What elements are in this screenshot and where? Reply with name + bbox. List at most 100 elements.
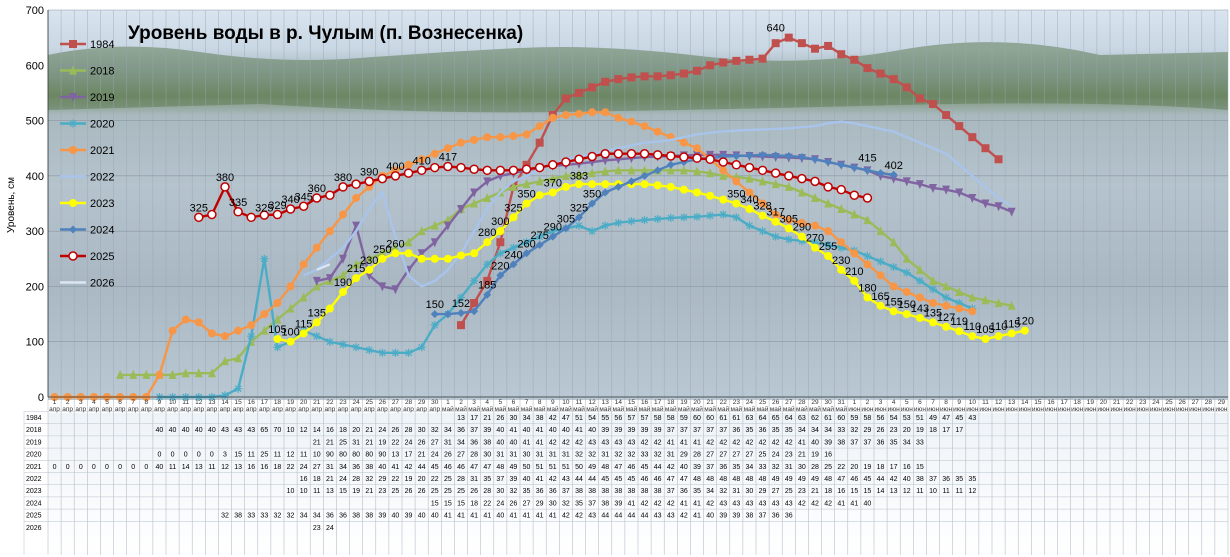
- x-tick-month: май: [717, 405, 729, 413]
- x-tick-day: 20: [300, 399, 308, 406]
- table-cell: 22: [431, 476, 439, 483]
- x-tick-label: 7 июн: [927, 399, 940, 413]
- data-point: [679, 165, 688, 175]
- data-point: [69, 40, 77, 48]
- data-point: [732, 213, 741, 222]
- data-point: [640, 171, 649, 180]
- table-cell: 45: [864, 476, 872, 483]
- data-point: [601, 77, 610, 86]
- data-point: [587, 151, 597, 162]
- data-point: [404, 249, 413, 258]
- data-point: [548, 173, 557, 183]
- x-tick-month: июн: [1084, 406, 1097, 413]
- data-point: [666, 160, 675, 169]
- x-tick-month: июн: [993, 406, 1006, 413]
- table-cell: 42: [890, 476, 898, 483]
- table-cell: 43: [759, 500, 767, 507]
- table-cell: 41: [470, 513, 478, 520]
- data-point: [797, 187, 806, 197]
- x-tick-month: апр: [180, 406, 191, 413]
- data-point: [889, 237, 898, 247]
- data-label: 400: [386, 161, 404, 173]
- table-cell: 41: [680, 500, 688, 507]
- data-point: [614, 218, 623, 227]
- data-label: 135: [924, 307, 942, 319]
- table-cell: 31: [549, 452, 557, 459]
- table-cell: 30: [510, 415, 518, 422]
- legend-label: 2023: [90, 198, 114, 210]
- table-cell: 57: [641, 415, 649, 422]
- table-cell: 34: [746, 464, 754, 471]
- data-point: [260, 325, 269, 335]
- table-cell: 32: [365, 476, 373, 483]
- table-cell: 40: [706, 513, 714, 520]
- table-cell: 13: [392, 452, 400, 459]
- table-cell: 0: [66, 464, 70, 471]
- data-point: [273, 314, 282, 324]
- table-cell: 15: [916, 464, 924, 471]
- data-point: [508, 165, 519, 176]
- table-cell: 42: [654, 439, 662, 446]
- data-point: [693, 166, 701, 176]
- table-cell: 50: [575, 464, 583, 471]
- legend-item-2026: 2026: [60, 278, 114, 290]
- data-point: [470, 299, 479, 308]
- x-tick-day: 10: [969, 399, 977, 406]
- x-tick-label: 23 апр: [338, 399, 349, 413]
- data-point: [561, 94, 570, 103]
- table-cell: 21: [418, 452, 426, 459]
- data-point: [994, 155, 1003, 164]
- data-point: [915, 313, 924, 322]
- legend-label: 2026: [90, 278, 114, 290]
- data-point: [535, 122, 544, 131]
- table-cell: 37: [680, 427, 688, 434]
- data-point: [745, 151, 754, 160]
- data-point: [706, 211, 715, 220]
- data-point: [207, 209, 217, 220]
- data-point: [666, 71, 675, 80]
- table-cell: 12: [221, 464, 229, 471]
- data-label: 150: [426, 299, 444, 311]
- table-cell: 43: [719, 500, 727, 507]
- x-tick-label: 5 апр: [102, 399, 113, 413]
- x-tick-day: 29: [811, 399, 819, 406]
- data-point: [142, 369, 151, 379]
- data-point: [561, 170, 570, 180]
- legend-label: 1984: [90, 39, 114, 51]
- data-point: [758, 211, 767, 220]
- table-cell: 20: [418, 476, 426, 483]
- table-cell: 46: [641, 476, 649, 483]
- table-cell: 26: [392, 427, 400, 434]
- table-cell: 39: [614, 427, 622, 434]
- data-point: [575, 169, 583, 179]
- table-cell: 13: [326, 488, 334, 495]
- table-cell: 38: [601, 500, 609, 507]
- x-tick-day: 1: [53, 399, 57, 406]
- table-cell: 38: [628, 488, 636, 495]
- table-cell: 40: [156, 427, 164, 434]
- data-point: [285, 204, 296, 214]
- table-cell: 48: [706, 476, 714, 483]
- table-cell: 34: [706, 488, 714, 495]
- table-cell: 25: [759, 452, 767, 459]
- table-cell: 22: [837, 464, 845, 471]
- table-cell: 42: [549, 439, 557, 446]
- x-tick-label: 25 июн: [1163, 399, 1176, 413]
- x-tick-day: 29: [418, 399, 426, 406]
- data-point: [339, 340, 347, 349]
- data-point: [706, 61, 715, 70]
- x-tick-label: 17 май: [652, 399, 664, 413]
- data-point: [784, 171, 794, 181]
- data-point: [902, 253, 911, 263]
- table-cell: 44: [614, 513, 622, 520]
- table-cell: 40: [169, 427, 177, 434]
- table-cell: 13: [195, 464, 203, 471]
- table-cell: 28: [457, 476, 465, 483]
- data-point: [837, 243, 846, 252]
- x-tick-day: 17: [1060, 399, 1068, 406]
- data-point: [731, 160, 742, 170]
- table-cell: 32: [588, 452, 596, 459]
- table-cell: 49: [811, 476, 819, 483]
- x-tick-day: 6: [512, 399, 516, 406]
- table-cell: 11: [313, 488, 320, 495]
